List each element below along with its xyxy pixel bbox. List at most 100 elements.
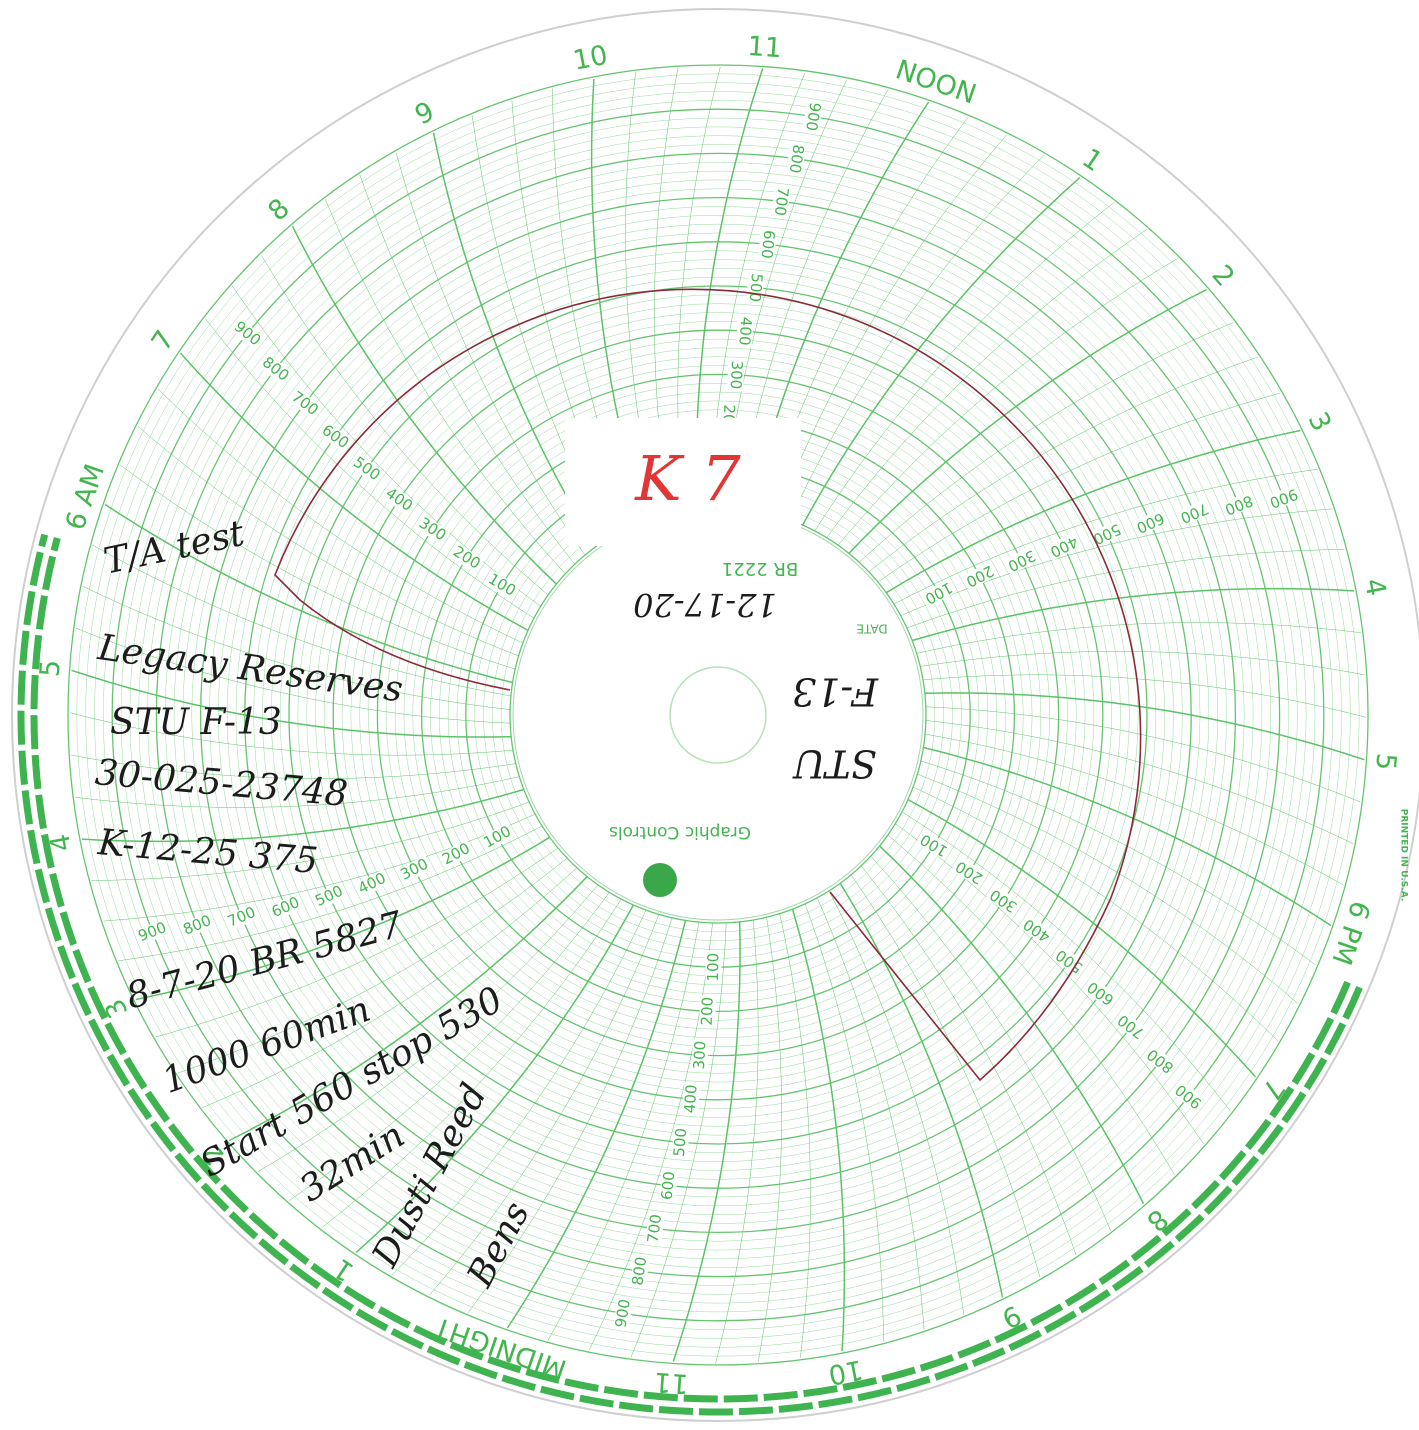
time-line: [391, 909, 647, 1276]
time-line: [81, 788, 525, 843]
scale-label-bg: [414, 514, 451, 545]
time-line: [877, 392, 1281, 583]
time-line: [922, 674, 1367, 718]
time-line: [789, 154, 1045, 521]
scale-label: 500: [670, 1127, 690, 1157]
scale-label-bg: [311, 882, 348, 911]
night-band: [17, 533, 1363, 1416]
scale-label-bg: [381, 484, 417, 516]
time-line: [321, 898, 622, 1228]
time-line: [547, 922, 700, 1341]
grid-ring: [67, 64, 1369, 1366]
time-line: [925, 720, 1354, 844]
scale-label-bg: [1143, 1044, 1179, 1077]
time-line: [258, 884, 599, 1172]
date: 12-17-20: [633, 586, 777, 624]
scale-label-bg: [179, 911, 216, 939]
scale-label: 900: [612, 1298, 634, 1329]
scale-label-bg: [223, 903, 260, 931]
scale-label-bg: [786, 141, 807, 176]
time-line: [157, 388, 524, 644]
time-line: [69, 712, 514, 756]
form-number: BR 2221: [722, 558, 798, 579]
time-line: [850, 874, 1041, 1278]
time-line: [868, 356, 1259, 572]
time-line: [137, 426, 519, 657]
time-line: [776, 134, 1007, 516]
time-line: [848, 288, 1208, 554]
hour-label: 11: [653, 1366, 689, 1399]
grid-ring: [129, 126, 1307, 1304]
time-line: [916, 622, 1361, 654]
grid-ring: [359, 356, 1077, 1074]
time-line: [804, 903, 884, 1342]
hour-label: 5: [35, 659, 67, 678]
time-line: [907, 798, 1257, 1078]
time-line: [71, 754, 516, 779]
scale-label-bg: [916, 829, 953, 860]
night-band: [30, 537, 1351, 1403]
scale-label: 300: [690, 1040, 709, 1070]
scale-label: 400: [681, 1084, 701, 1114]
scale-label-bg: [691, 1038, 710, 1072]
scale-label: 600: [658, 1170, 679, 1200]
scale-label-bg: [951, 856, 988, 888]
scale-label-bg: [134, 918, 171, 946]
scale-label-bg: [699, 994, 717, 1028]
time-line: [82, 586, 511, 710]
date-label: DATE: [856, 622, 887, 636]
scale-label-bg: [658, 1168, 679, 1203]
scale-label-bg: [1003, 545, 1040, 575]
scale-label: 300: [727, 360, 746, 390]
time-line: [202, 867, 577, 1108]
scale-label-bg: [671, 1125, 690, 1160]
scale-label-bg: [1045, 532, 1082, 561]
scale-label: 800: [628, 1256, 650, 1287]
well: F-13: [792, 670, 879, 714]
time-line: [228, 876, 588, 1142]
time-line: [177, 858, 568, 1074]
time-line: [75, 776, 520, 808]
grid-ring: [226, 223, 1210, 1207]
time-line: [885, 429, 1301, 594]
grid-ring: [350, 347, 1086, 1083]
lease: STU: [791, 742, 876, 786]
time-line: [801, 176, 1081, 526]
scale-label-bg: [726, 358, 745, 392]
grid-ring: [279, 276, 1157, 1154]
time-line: [630, 922, 727, 1358]
scale-label-bg: [229, 317, 265, 351]
scale-label-bg: [1113, 1010, 1149, 1043]
time-line: [816, 897, 925, 1330]
pen-trace: [274, 288, 1142, 1082]
time-line: [432, 132, 597, 548]
grid-ring: [368, 365, 1068, 1065]
grid-ring: [288, 285, 1148, 1145]
maker-logo: [643, 863, 677, 897]
scale-label-bg: [1265, 484, 1302, 512]
grid-ring: [386, 383, 1050, 1047]
time-line: [715, 919, 759, 1364]
time-line: [837, 258, 1178, 546]
time-line: [288, 892, 610, 1201]
grid-ring: [85, 82, 1351, 1348]
scale-label-bg: [483, 570, 520, 601]
hour-label: 4: [44, 831, 78, 854]
scale-label-bg: [1220, 491, 1257, 519]
time-line: [839, 882, 1004, 1298]
time-line: [325, 199, 566, 574]
scale-label-bg: [287, 387, 323, 420]
grid-ring: [235, 232, 1201, 1198]
grid-ring: [376, 373, 1060, 1057]
time-line: [104, 503, 513, 684]
grid-ring: [262, 259, 1174, 1171]
grid-ring: [76, 73, 1360, 1357]
grid-ring: [120, 117, 1316, 1313]
time-line: [814, 202, 1115, 532]
scale-label: 100: [704, 953, 722, 982]
grid-ring: [138, 135, 1298, 1295]
scale-label-bg: [1051, 945, 1088, 977]
time-line: [205, 318, 535, 619]
time-line: [359, 174, 575, 565]
time-line: [828, 890, 965, 1315]
